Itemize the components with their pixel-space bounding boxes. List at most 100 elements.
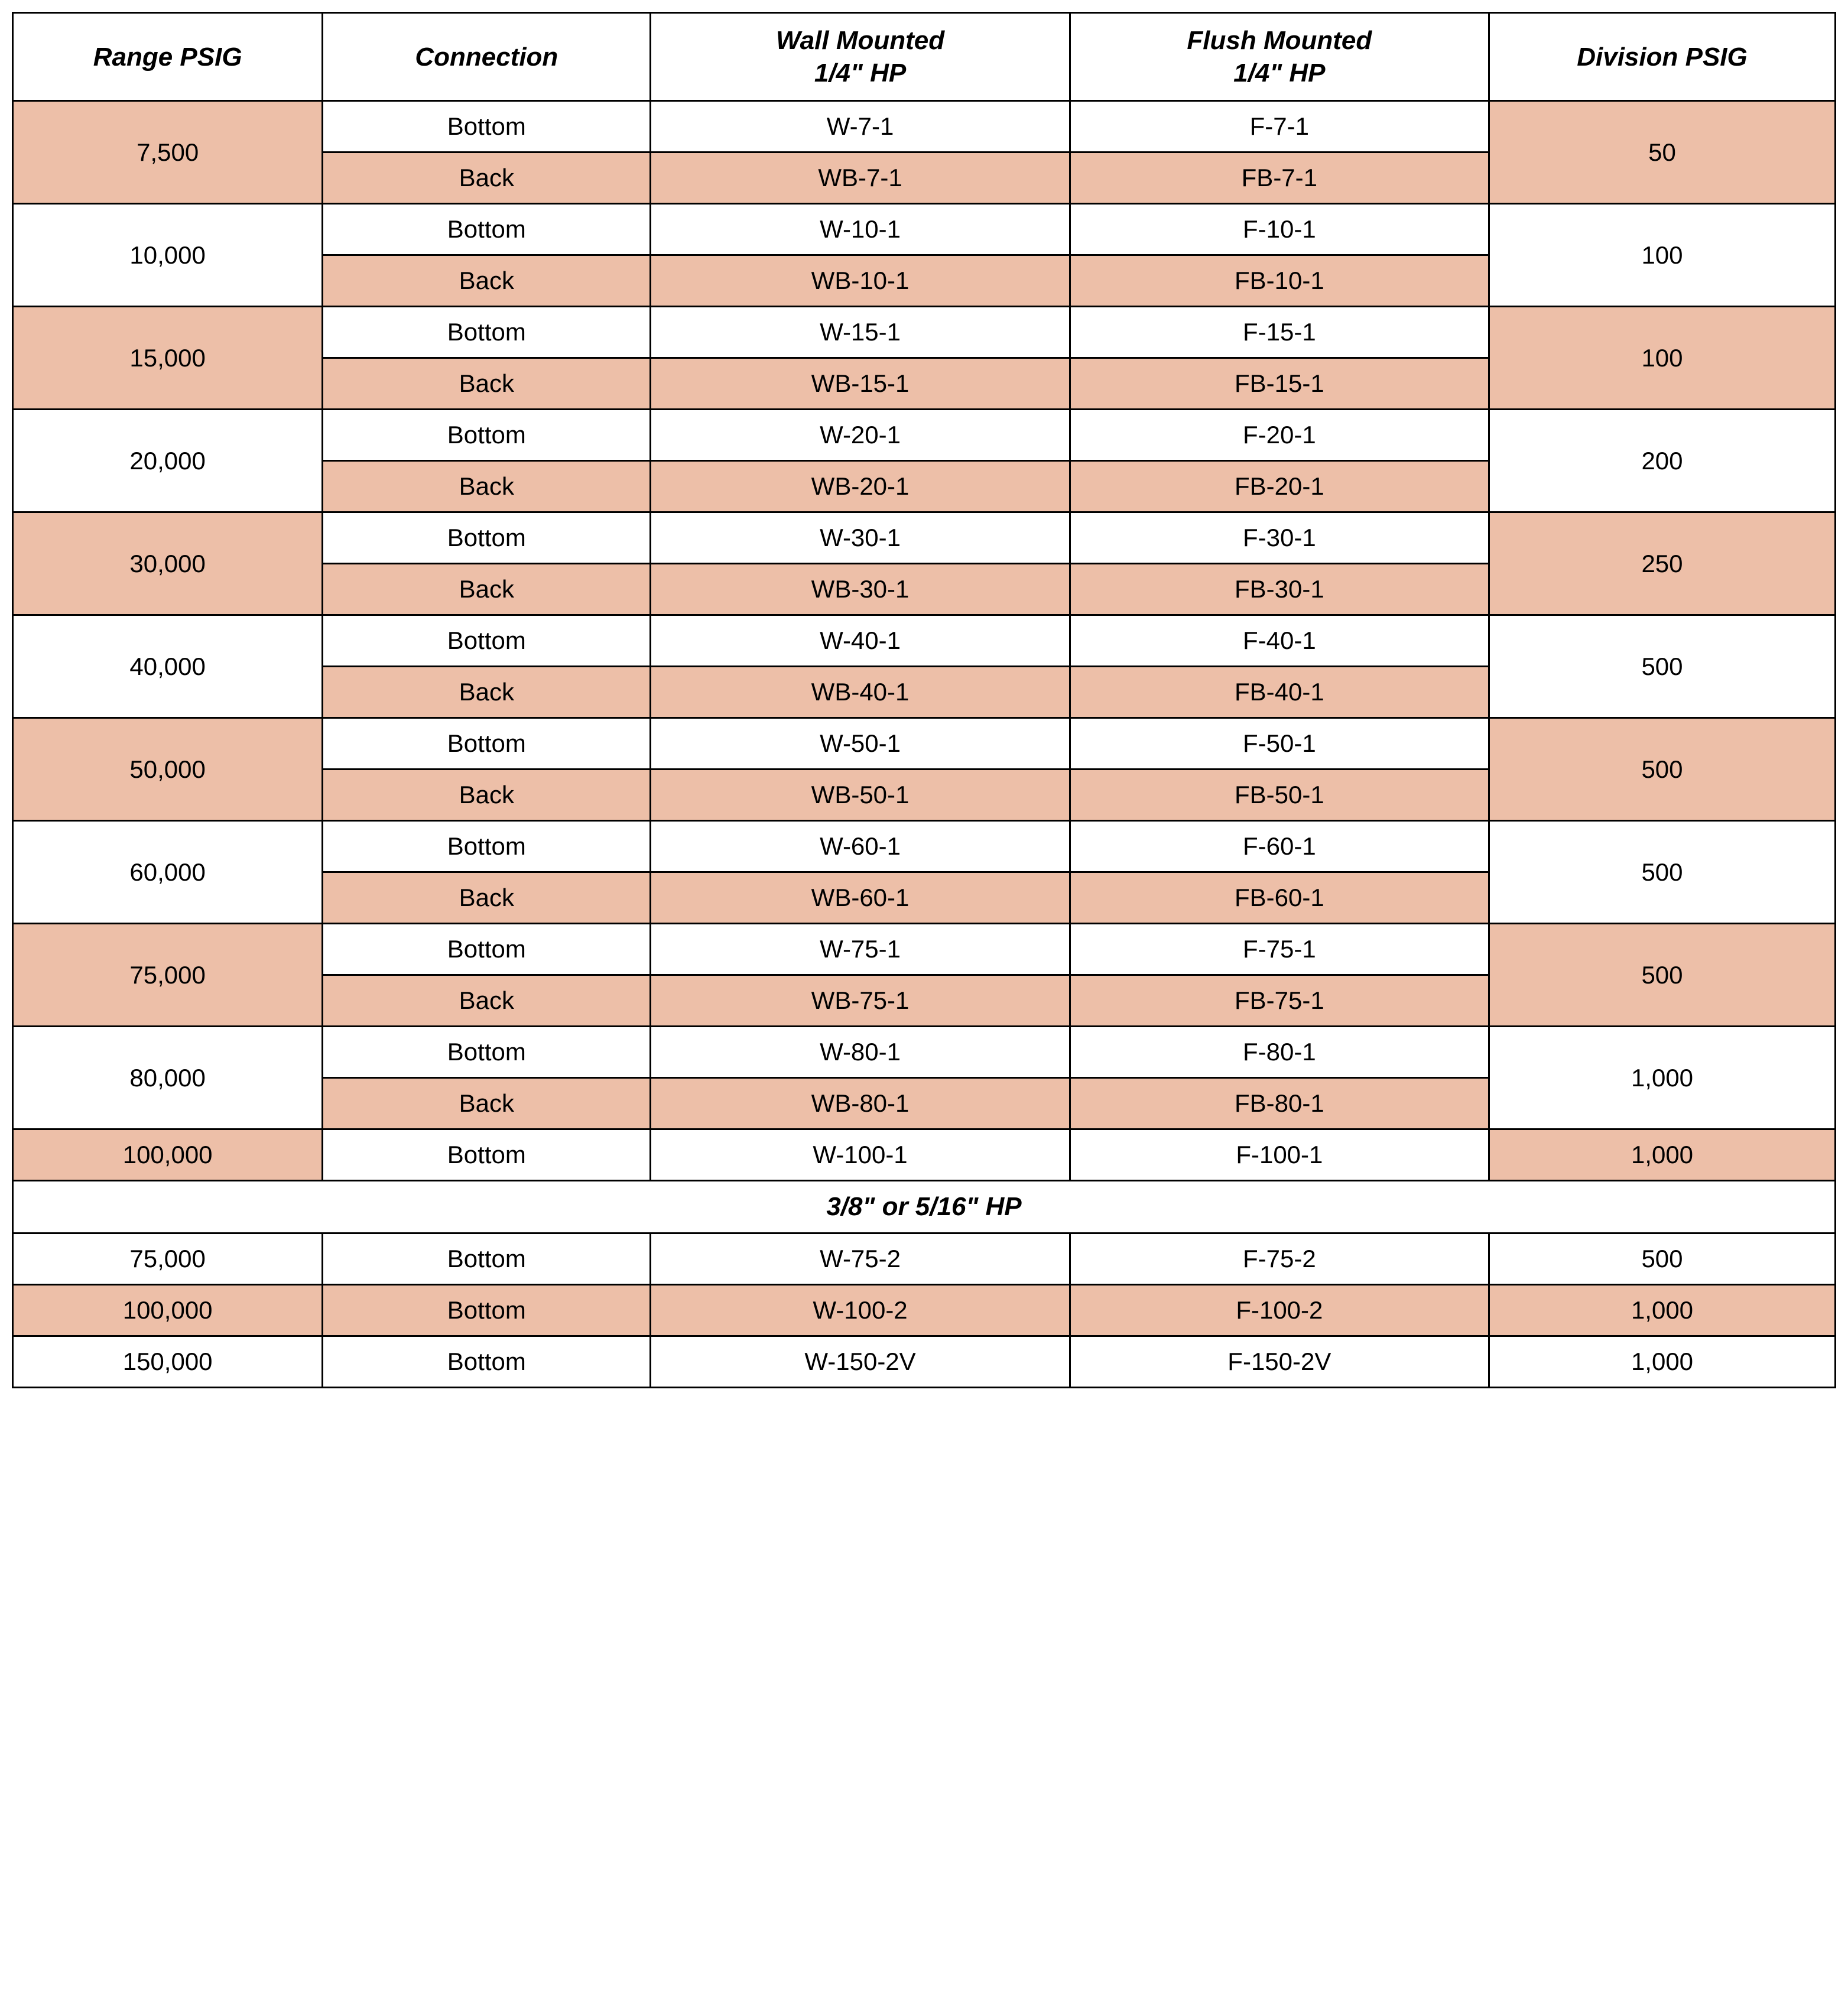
connection-cell: Back — [323, 152, 651, 204]
wall-mounted-cell: W-80-1 — [651, 1027, 1070, 1078]
flush-mounted-cell: FB-50-1 — [1070, 770, 1489, 821]
range-cell: 50,000 — [13, 718, 323, 821]
table-row: 100,000BottomW-100-1F-100-11,000 — [13, 1129, 1836, 1181]
wall-mounted-cell: WB-50-1 — [651, 770, 1070, 821]
flush-mounted-cell: FB-40-1 — [1070, 667, 1489, 718]
division-cell: 200 — [1489, 410, 1836, 512]
flush-mounted-cell: F-30-1 — [1070, 512, 1489, 564]
table-row: 15,000BottomW-15-1F-15-1100 — [13, 307, 1836, 358]
flush-mounted-cell: F-20-1 — [1070, 410, 1489, 461]
wall-mounted-cell: WB-30-1 — [651, 564, 1070, 615]
table-row: 100,000BottomW-100-2F-100-21,000 — [13, 1285, 1836, 1336]
wall-mounted-cell: WB-80-1 — [651, 1078, 1070, 1129]
wall-mounted-cell: W-40-1 — [651, 615, 1070, 667]
range-cell: 100,000 — [13, 1129, 323, 1181]
flush-mounted-cell: F-100-2 — [1070, 1285, 1489, 1336]
range-cell: 100,000 — [13, 1285, 323, 1336]
division-cell: 250 — [1489, 512, 1836, 615]
wall-mounted-cell: WB-20-1 — [651, 461, 1070, 512]
wall-mounted-cell: W-75-1 — [651, 924, 1070, 975]
connection-cell: Back — [323, 564, 651, 615]
wall-mounted-cell: W-7-1 — [651, 101, 1070, 152]
flush-mounted-cell: F-75-2 — [1070, 1233, 1489, 1285]
table-header-row: Range PSIGConnectionWall Mounted1/4" HPF… — [13, 13, 1836, 101]
connection-cell: Back — [323, 358, 651, 410]
section-header-cell: 3/8" or 5/16" HP — [13, 1181, 1836, 1233]
flush-mounted-cell: F-10-1 — [1070, 204, 1489, 255]
column-header-1: Connection — [323, 13, 651, 101]
flush-mounted-cell: FB-30-1 — [1070, 564, 1489, 615]
flush-mounted-cell: FB-80-1 — [1070, 1078, 1489, 1129]
wall-mounted-cell: W-50-1 — [651, 718, 1070, 770]
connection-cell: Bottom — [323, 1233, 651, 1285]
table-row: 10,000BottomW-10-1F-10-1100 — [13, 204, 1836, 255]
range-cell: 7,500 — [13, 101, 323, 204]
division-cell: 500 — [1489, 821, 1836, 924]
flush-mounted-cell: FB-20-1 — [1070, 461, 1489, 512]
wall-mounted-cell: WB-40-1 — [651, 667, 1070, 718]
range-cell: 15,000 — [13, 307, 323, 410]
table-row: 30,000BottomW-30-1F-30-1250 — [13, 512, 1836, 564]
flush-mounted-cell: F-60-1 — [1070, 821, 1489, 872]
flush-mounted-cell: F-50-1 — [1070, 718, 1489, 770]
range-cell: 75,000 — [13, 1233, 323, 1285]
column-header-2: Wall Mounted1/4" HP — [651, 13, 1070, 101]
pressure-gauge-table: Range PSIGConnectionWall Mounted1/4" HPF… — [12, 12, 1836, 1388]
column-header-3: Flush Mounted1/4" HP — [1070, 13, 1489, 101]
division-cell: 100 — [1489, 307, 1836, 410]
flush-mounted-cell: F-40-1 — [1070, 615, 1489, 667]
wall-mounted-cell: W-60-1 — [651, 821, 1070, 872]
wall-mounted-cell: WB-75-1 — [651, 975, 1070, 1027]
section-header-row: 3/8" or 5/16" HP — [13, 1181, 1836, 1233]
wall-mounted-cell: W-150-2V — [651, 1336, 1070, 1388]
division-cell: 1,000 — [1489, 1027, 1836, 1129]
table-row: 40,000BottomW-40-1F-40-1500 — [13, 615, 1836, 667]
connection-cell: Bottom — [323, 307, 651, 358]
wall-mounted-cell: W-30-1 — [651, 512, 1070, 564]
range-cell: 75,000 — [13, 924, 323, 1027]
flush-mounted-cell: F-100-1 — [1070, 1129, 1489, 1181]
table-row: 80,000BottomW-80-1F-80-11,000 — [13, 1027, 1836, 1078]
table-row: 75,000BottomW-75-2F-75-2500 — [13, 1233, 1836, 1285]
wall-mounted-cell: W-15-1 — [651, 307, 1070, 358]
flush-mounted-cell: FB-60-1 — [1070, 872, 1489, 924]
connection-cell: Bottom — [323, 821, 651, 872]
connection-cell: Back — [323, 1078, 651, 1129]
connection-cell: Back — [323, 667, 651, 718]
wall-mounted-cell: W-100-2 — [651, 1285, 1070, 1336]
connection-cell: Back — [323, 461, 651, 512]
table-row: 50,000BottomW-50-1F-50-1500 — [13, 718, 1836, 770]
connection-cell: Back — [323, 255, 651, 307]
division-cell: 500 — [1489, 615, 1836, 718]
connection-cell: Bottom — [323, 410, 651, 461]
connection-cell: Bottom — [323, 718, 651, 770]
connection-cell: Bottom — [323, 1129, 651, 1181]
flush-mounted-cell: FB-7-1 — [1070, 152, 1489, 204]
range-cell: 30,000 — [13, 512, 323, 615]
wall-mounted-cell: W-20-1 — [651, 410, 1070, 461]
wall-mounted-cell: W-10-1 — [651, 204, 1070, 255]
range-cell: 40,000 — [13, 615, 323, 718]
flush-mounted-cell: F-75-1 — [1070, 924, 1489, 975]
flush-mounted-cell: F-150-2V — [1070, 1336, 1489, 1388]
division-cell: 50 — [1489, 101, 1836, 204]
table-row: 150,000BottomW-150-2VF-150-2V1,000 — [13, 1336, 1836, 1388]
flush-mounted-cell: FB-75-1 — [1070, 975, 1489, 1027]
connection-cell: Bottom — [323, 512, 651, 564]
range-cell: 150,000 — [13, 1336, 323, 1388]
flush-mounted-cell: FB-15-1 — [1070, 358, 1489, 410]
division-cell: 500 — [1489, 718, 1836, 821]
table-row: 75,000BottomW-75-1F-75-1500 — [13, 924, 1836, 975]
connection-cell: Back — [323, 872, 651, 924]
table-row: 60,000BottomW-60-1F-60-1500 — [13, 821, 1836, 872]
division-cell: 500 — [1489, 924, 1836, 1027]
connection-cell: Bottom — [323, 1027, 651, 1078]
connection-cell: Bottom — [323, 101, 651, 152]
flush-mounted-cell: F-7-1 — [1070, 101, 1489, 152]
connection-cell: Back — [323, 975, 651, 1027]
table-row: 20,000BottomW-20-1F-20-1200 — [13, 410, 1836, 461]
wall-mounted-cell: W-100-1 — [651, 1129, 1070, 1181]
column-header-0: Range PSIG — [13, 13, 323, 101]
wall-mounted-cell: WB-15-1 — [651, 358, 1070, 410]
wall-mounted-cell: WB-10-1 — [651, 255, 1070, 307]
